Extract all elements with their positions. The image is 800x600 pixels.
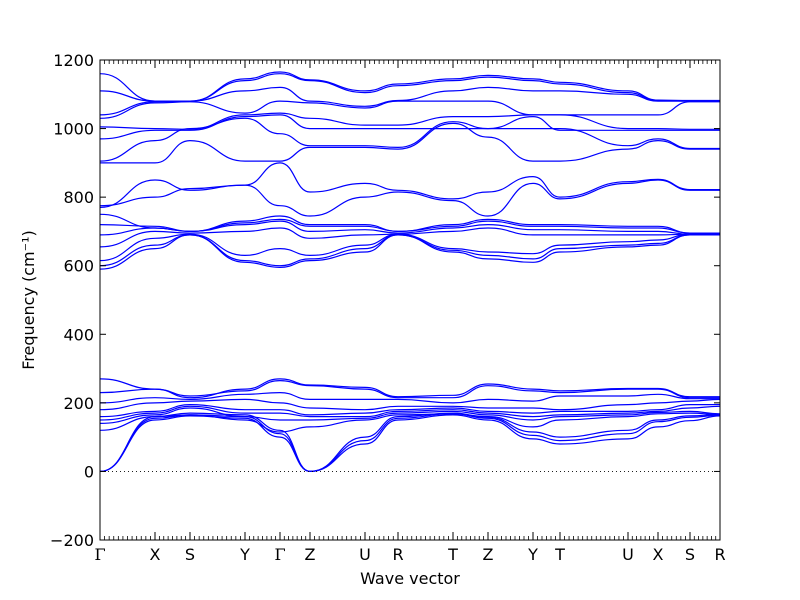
k-point-label: Γ <box>94 545 105 564</box>
y-tick-label: −200 <box>50 531 94 550</box>
band-line <box>99 413 721 473</box>
y-axis-ticks: −200 0 200 400 600 800 1000 1200 <box>50 51 720 550</box>
band-line <box>99 403 720 418</box>
band-lines <box>99 71 721 473</box>
band-line <box>99 234 720 270</box>
y-axis-label: Frequency (cm⁻¹) <box>19 230 38 369</box>
band-line <box>99 378 720 399</box>
band-line <box>99 405 721 421</box>
k-point-label: S <box>685 545 695 564</box>
y-tick-label: 200 <box>63 394 94 413</box>
band-line <box>99 114 720 140</box>
band-line <box>99 73 720 102</box>
k-point-label: Z <box>305 545 316 564</box>
band-line <box>99 162 720 207</box>
band-line <box>99 234 720 267</box>
band-line <box>99 412 721 473</box>
k-point-label: Y <box>527 545 538 564</box>
band-line <box>99 86 720 116</box>
k-point-label: Y <box>239 545 250 564</box>
x-axis-label: Wave vector <box>360 569 460 588</box>
plot-frame <box>99 59 721 541</box>
band-line <box>99 233 720 262</box>
y-tick-label: 400 <box>63 325 94 344</box>
y-tick-label: 600 <box>63 257 94 276</box>
k-point-label: T <box>447 545 458 564</box>
band-line <box>99 220 720 236</box>
k-point-label: Z <box>483 545 494 564</box>
band-line <box>99 122 720 164</box>
band-line <box>99 412 721 433</box>
band-line <box>99 218 720 234</box>
band-line <box>99 71 720 102</box>
k-point-label: S <box>185 545 195 564</box>
k-point-label: U <box>622 545 634 564</box>
band-line <box>99 407 721 424</box>
k-point-label: X <box>653 545 664 564</box>
y-tick-label: 800 <box>63 188 94 207</box>
k-point-label: T <box>554 545 565 564</box>
k-point-label: U <box>359 545 371 564</box>
band-line <box>99 179 720 217</box>
y-tick-label: 1200 <box>53 51 94 70</box>
k-point-label: X <box>150 545 161 564</box>
k-point-label: Γ <box>274 545 285 564</box>
band-line <box>99 379 720 399</box>
band-line <box>99 100 720 119</box>
k-point-label: R <box>392 545 403 564</box>
k-point-label: R <box>714 545 725 564</box>
y-tick-label: 0 <box>84 462 94 481</box>
band-line <box>99 112 720 130</box>
band-line <box>99 391 720 404</box>
band-line <box>99 213 720 234</box>
band-line <box>99 227 720 248</box>
band-line <box>99 398 721 411</box>
y-tick-label: 1000 <box>53 120 94 139</box>
band-line <box>99 414 721 473</box>
